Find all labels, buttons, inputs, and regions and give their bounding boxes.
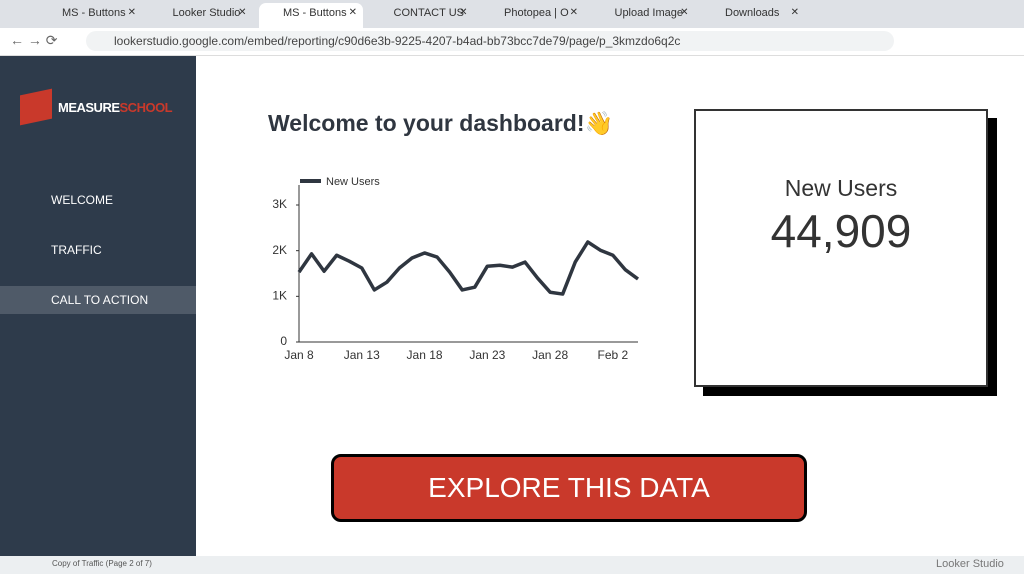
nav-buttons[interactable]: ← → ⟳	[10, 32, 58, 48]
tab[interactable]: MS - Buttons	[259, 3, 363, 28]
x-tick-label: Jan 13	[344, 348, 380, 362]
address-bar: ← → ⟳ lookerstudio.google.com/embed/repo…	[0, 28, 1024, 56]
logo: MEASURESCHOOL	[58, 100, 173, 115]
tab[interactable]: CONTACT US	[370, 3, 474, 28]
y-tick-label: 1K	[272, 289, 287, 303]
tab[interactable]: Photopea | O	[480, 3, 584, 28]
y-tick-label: 0	[280, 334, 287, 348]
nav-item[interactable]: TRAFFIC	[51, 243, 102, 257]
tab[interactable]: MS - Buttons	[38, 3, 142, 28]
legend-label: New Users	[326, 176, 380, 188]
logo-text: SCHOOL	[119, 100, 173, 115]
brand: Looker Studio	[936, 558, 1004, 570]
explore-button[interactable]: EXPLORE THIS DATA	[331, 454, 807, 522]
scorecard-value: 44,909	[770, 205, 912, 257]
x-tick-label: Jan 18	[407, 348, 443, 362]
x-tick-label: Jan 28	[532, 348, 568, 362]
series-line	[297, 240, 640, 296]
scorecard-label: New Users	[784, 175, 898, 201]
y-tick-label: 3K	[272, 197, 287, 211]
y-tick-label: 2K	[272, 243, 287, 257]
page-selector[interactable]: Copy of Traffic (Page 2 of 7)	[52, 559, 152, 568]
x-tick-label: Jan 23	[469, 348, 505, 362]
scorecard: New Users 44,909	[694, 109, 988, 387]
logo-icon	[20, 88, 52, 126]
tab[interactable]: Looker Studio	[149, 3, 253, 28]
tab[interactable]: Downloads	[701, 3, 805, 28]
heading: Welcome to your dashboard!👋	[268, 110, 614, 136]
url-field[interactable]: lookerstudio.google.com/embed/reporting/…	[86, 31, 894, 51]
footer-bar: Copy of Traffic (Page 2 of 7) Looker Stu…	[0, 556, 1024, 574]
nav-item[interactable]: WELCOME	[51, 193, 114, 207]
x-tick-label: Feb 2	[598, 348, 629, 362]
sidebar: MEASURESCHOOL WELCOME TRAFFIC CALL TO ACTI…	[0, 56, 196, 574]
logo-text: MEASURE	[58, 100, 120, 115]
tab-strip: MS - ButtonsLooker StudioMS - ButtonsCON…	[0, 0, 1024, 28]
x-tick-label: Jan 8	[284, 348, 314, 362]
tab[interactable]: Upload Image	[591, 3, 695, 28]
nav-item[interactable]: CALL TO ACTION	[0, 286, 196, 314]
